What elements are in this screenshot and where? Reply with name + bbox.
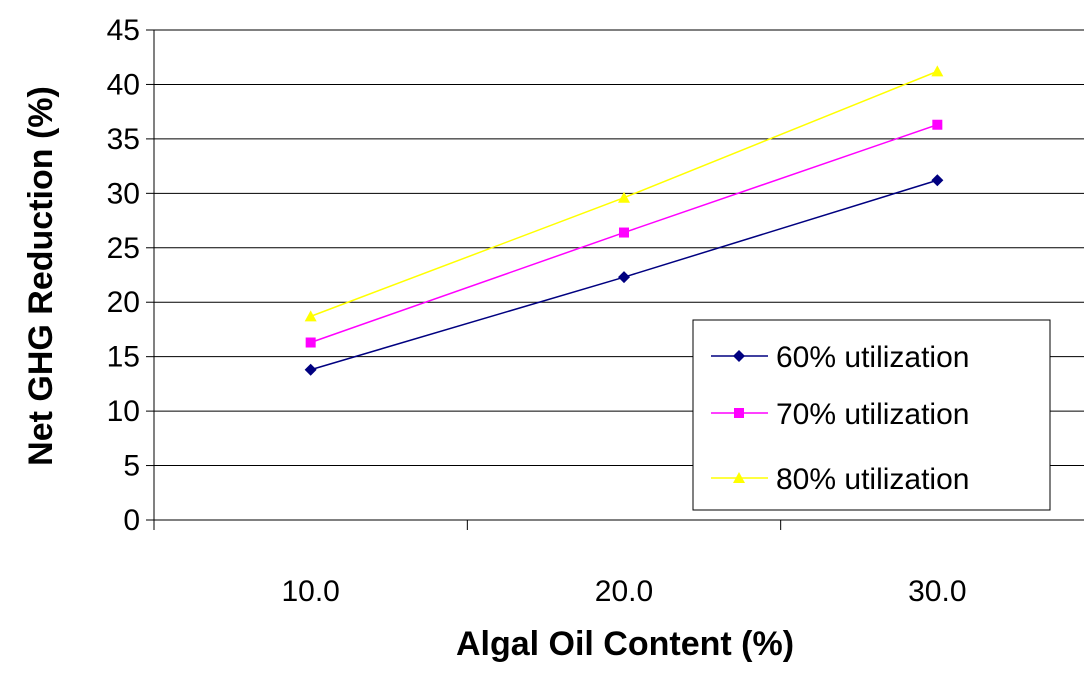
legend-item: 70% utilization	[711, 398, 969, 431]
data-point	[619, 227, 629, 238]
y-tick-label: 25	[107, 232, 140, 265]
x-tick-label: 20.0	[595, 575, 653, 608]
y-axis-title: Net GHG Reduction (%)	[22, 86, 60, 466]
series-1	[304, 174, 944, 376]
data-point	[931, 174, 944, 187]
legend-item: 60% utilization	[711, 341, 969, 374]
axes	[153, 30, 1084, 521]
y-tick-label: 15	[107, 341, 140, 374]
data-point	[618, 191, 630, 203]
series-3	[304, 65, 944, 322]
y-tick-label: 45	[107, 14, 140, 47]
data-point	[932, 119, 943, 130]
data-point	[931, 65, 944, 77]
y-tick-label: 0	[123, 504, 140, 537]
legend-swatch-marker	[733, 472, 745, 483]
legend-swatch-marker	[733, 350, 745, 362]
data-point	[304, 310, 317, 322]
series-2	[305, 119, 943, 348]
series-group	[304, 65, 944, 376]
y-tick-label: 5	[123, 450, 140, 483]
y-tick-label: 10	[107, 395, 140, 428]
data-point	[618, 271, 630, 284]
data-point	[304, 363, 317, 376]
y-tick-label: 35	[107, 123, 140, 156]
legend-label: 70% utilization	[776, 398, 969, 431]
y-tick-label: 30	[107, 177, 140, 210]
legend-item: 80% utilization	[711, 463, 969, 496]
y-tick-label: 20	[107, 286, 140, 319]
x-tick-label: 30.0	[908, 575, 966, 608]
y-tick-label: 40	[107, 68, 140, 101]
legend-label: 80% utilization	[776, 463, 969, 496]
y-axis-ticks: 0 5 10 15 20 25 30 35 40 45	[107, 14, 154, 537]
x-tick-label: 10.0	[281, 575, 339, 608]
legend-label: 60% utilization	[776, 341, 969, 374]
data-point	[305, 337, 316, 348]
x-axis-ticks: 10.0 20.0 30.0	[153, 520, 967, 608]
legend: 60% utilization 70% utilization 80% utiliz…	[692, 319, 1051, 511]
x-axis-title: Algal Oil Content (%)	[456, 625, 794, 663]
legend-swatch-marker	[734, 408, 744, 418]
gridlines	[154, 29, 1084, 467]
